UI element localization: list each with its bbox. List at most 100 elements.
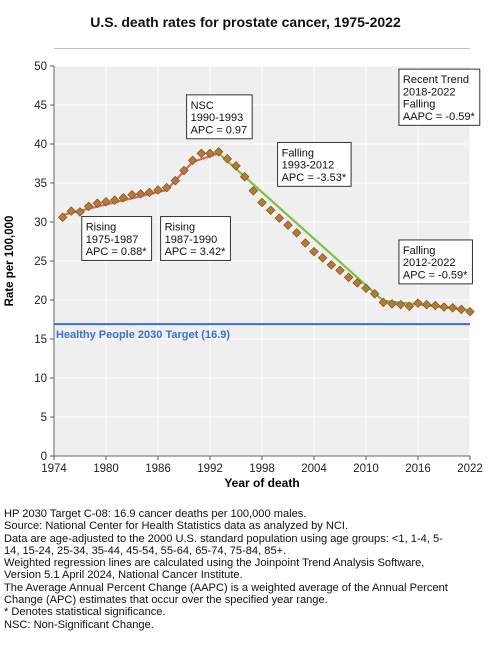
data-point — [456, 304, 467, 315]
observed-markers — [57, 147, 475, 317]
trend-segment — [165, 161, 194, 191]
y-tick-label: 30 — [34, 217, 47, 229]
data-point — [205, 148, 215, 159]
x-tick-label: 1998 — [249, 463, 275, 475]
x-tick-label: 2022 — [457, 463, 483, 475]
data-point — [231, 161, 241, 171]
annotation-line: APC = -0.59* — [403, 270, 468, 282]
data-point — [127, 189, 137, 200]
y-tick-label: 50 — [34, 61, 47, 73]
data-point — [326, 260, 337, 270]
annotation-line: AAPC = -0.59* — [403, 111, 476, 123]
annotation-line: APC = 3.42* — [165, 246, 227, 258]
footnote-line: NSC: Non-Significant Change. — [4, 618, 154, 631]
annotation-frame — [398, 239, 473, 285]
data-point — [465, 306, 475, 317]
annotation-line: Falling — [403, 99, 435, 111]
annotation-line: APC = -3.53* — [282, 172, 347, 184]
data-point — [239, 172, 250, 182]
footnote-line: Change (APC) estimates that occur over t… — [4, 594, 328, 607]
data-point — [439, 302, 449, 312]
data-point — [317, 253, 328, 263]
data-point — [170, 175, 181, 186]
data-point — [369, 289, 380, 299]
data-point — [447, 303, 458, 313]
y-axis-label: Rate per 100,000 — [4, 216, 16, 307]
x-tick-label: 2010 — [353, 463, 379, 475]
data-point — [66, 206, 77, 216]
data-point — [101, 196, 111, 207]
annotation-frame — [81, 216, 153, 261]
data-point — [161, 182, 172, 193]
annotation-line: Rising — [86, 222, 117, 234]
data-point — [430, 300, 441, 311]
y-tick-label: 0 — [41, 451, 47, 463]
title-divider — [54, 48, 470, 49]
y-tick-label: 15 — [34, 334, 47, 346]
data-point — [196, 148, 207, 159]
data-point — [144, 187, 155, 198]
footnote-line: 14, 15-24, 25-34, 35-44, 45-54, 55-64, 6… — [4, 544, 287, 557]
data-point — [300, 238, 311, 248]
y-tick-label: 5 — [41, 412, 47, 424]
data-point — [343, 272, 354, 283]
data-point — [395, 299, 406, 310]
annotation-line: 2018-2022 — [403, 86, 456, 98]
annotation-line: 1987-1990 — [165, 234, 218, 246]
data-point — [153, 185, 163, 195]
footnote-line: Weighted regression lines are calculated… — [4, 557, 425, 570]
data-point — [257, 197, 267, 208]
annotation-line: Rising — [165, 222, 196, 234]
target-label: Healthy People 2030 Target (16.9) — [56, 329, 230, 341]
annotation-line: 2012-2022 — [403, 257, 456, 269]
x-tick-label: 2016 — [405, 463, 431, 475]
data-point — [83, 201, 94, 212]
footnote-line: The Average Annual Percent Change (AAPC)… — [4, 581, 448, 594]
data-point — [309, 246, 319, 257]
data-point — [404, 301, 415, 311]
annotation-line: APC = 0.88* — [86, 246, 148, 258]
data-point — [265, 205, 276, 216]
x-tick-label: 1992 — [197, 463, 223, 475]
data-point — [213, 147, 224, 157]
x-tick-label: 2004 — [301, 463, 327, 475]
data-point — [187, 155, 198, 166]
data-point — [274, 213, 285, 223]
footnote-line: Version 5.1 April 2024, National Cancer … — [4, 569, 243, 582]
data-point — [57, 212, 68, 223]
footnotes: HP 2030 Target C-08: 16.9 cancer deaths … — [4, 508, 488, 631]
annotation-line: 1975-1987 — [86, 234, 139, 246]
data-point — [352, 278, 363, 288]
y-tick-label: 10 — [34, 373, 47, 385]
annotation-frame — [186, 94, 253, 140]
annotation-frame — [160, 216, 231, 261]
footnote-line: Source: National Center for Health Stati… — [4, 520, 349, 533]
data-point — [75, 207, 85, 217]
footnote-line: Data are age-adjusted to the 2000 U.S. s… — [4, 532, 443, 545]
data-point — [378, 297, 389, 308]
data-point — [248, 186, 259, 196]
annotation-line: Falling — [282, 147, 314, 159]
data-point — [222, 154, 233, 164]
x-tick-label: 1986 — [145, 463, 171, 475]
death-rate-chart: 0 5 10 15 20 25 30 35 40 45 50 1974 1980 1986 1992 1998… — [4, 61, 483, 490]
y-tick-label: 35 — [34, 178, 47, 190]
data-point — [109, 195, 120, 205]
annotation-line: APC = 0.97 — [191, 124, 248, 136]
annotation-line: Falling — [403, 245, 435, 257]
footnote-line: * Denotes statistical significance. — [4, 606, 166, 619]
annotation-line: NSC — [191, 100, 214, 112]
data-point — [179, 165, 189, 176]
data-point — [291, 228, 302, 238]
data-point — [135, 189, 146, 199]
x-tick-label: 1974 — [41, 463, 67, 475]
annotation-line: 1990-1993 — [191, 112, 244, 124]
axes: 0 5 10 15 20 25 30 35 40 45 50 1974 1980 1986 1992 1998… — [34, 61, 483, 475]
